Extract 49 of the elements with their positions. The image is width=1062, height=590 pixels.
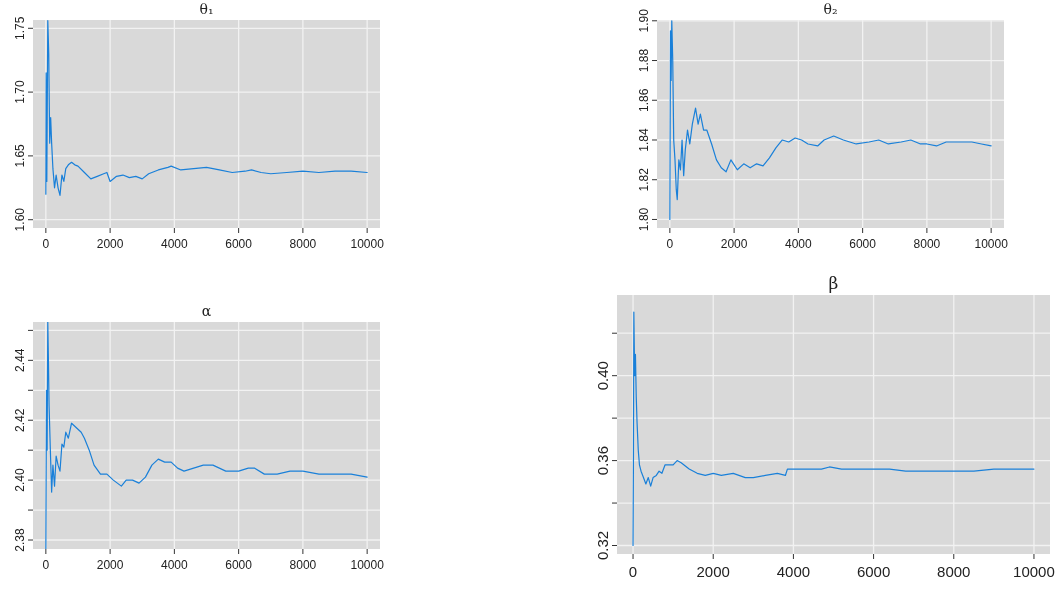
chart-title: θ₂	[823, 1, 838, 17]
chart-title: θ₁	[199, 1, 214, 17]
y-tick-label: 1.60	[13, 207, 27, 232]
x-tick-label: 8000	[289, 237, 317, 251]
x-tick-label: 0	[628, 563, 638, 580]
x-tick-label: 0	[666, 237, 674, 251]
y-tick-label: 0.40	[594, 361, 611, 391]
y-tick-label: 1.65	[13, 143, 27, 168]
line-series	[632, 311, 1035, 547]
y-tick-label: 0.36	[594, 445, 611, 476]
y-tick-label: 2.38	[13, 528, 27, 552]
y-tick-label: 2.44	[13, 348, 27, 373]
x-tick-label: 6000	[225, 237, 253, 251]
y-tick-label: 1.88	[637, 48, 651, 73]
x-tick-label: 6000	[856, 563, 891, 580]
x-tick-label: 4000	[776, 563, 811, 580]
x-tick-label: 4000	[161, 237, 189, 251]
x-tick-label: 0	[42, 558, 50, 572]
x-tick-label: 0	[42, 237, 50, 251]
x-tick-label: 2000	[696, 563, 730, 580]
x-tick-label: 6000	[225, 558, 253, 572]
y-tick-label: 0.32	[594, 530, 611, 561]
chart-title: β	[828, 273, 839, 293]
x-tick-label: 10000	[974, 237, 1009, 251]
y-tick-label: 1.86	[637, 88, 651, 112]
y-tick-label: 1.84	[637, 127, 651, 152]
x-tick-label: 2000	[96, 237, 124, 251]
x-tick-label: 4000	[161, 558, 189, 572]
line-series	[669, 20, 992, 221]
chart-title: α	[201, 303, 212, 319]
y-tick-label: 2.42	[13, 408, 27, 432]
line-series	[45, 322, 368, 549]
x-tick-label: 8000	[937, 563, 971, 580]
x-tick-label: 10000	[350, 558, 385, 572]
x-tick-label: 6000	[849, 237, 877, 251]
x-tick-label: 2000	[720, 237, 748, 251]
x-tick-label: 10000	[1013, 563, 1055, 580]
x-tick-label: 2000	[96, 558, 124, 572]
y-tick-label: 2.40	[13, 468, 27, 492]
x-tick-label: 8000	[913, 237, 941, 251]
x-tick-label: 8000	[289, 558, 317, 572]
y-tick-label: 1.75	[13, 16, 27, 40]
y-tick-label: 1.90	[637, 8, 651, 33]
y-tick-label: 1.82	[637, 167, 651, 192]
x-tick-label: 4000	[785, 237, 813, 251]
line-series	[45, 20, 368, 197]
y-tick-label: 1.80	[637, 207, 651, 232]
x-tick-label: 10000	[350, 237, 385, 251]
y-tick-label: 1.70	[13, 80, 27, 104]
